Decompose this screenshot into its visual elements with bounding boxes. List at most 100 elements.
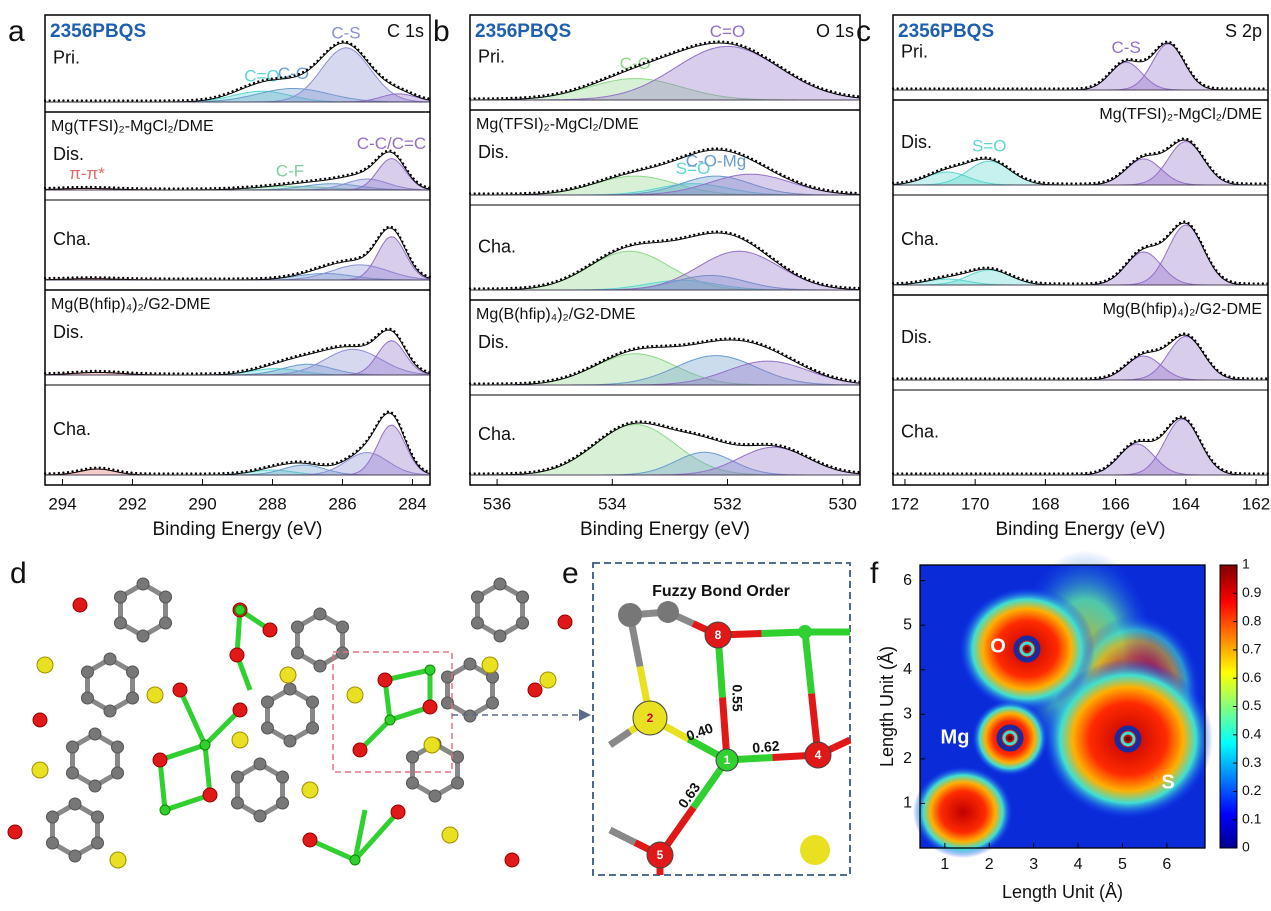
bond [160, 760, 165, 810]
carbon-atom [291, 621, 303, 633]
carbon-atom [104, 705, 116, 717]
oxygen-atom [233, 703, 247, 717]
raw-data-dots [893, 42, 1268, 89]
carbon-atom [337, 621, 349, 633]
carbon-atom [406, 777, 418, 789]
y-axis-title: Length Unit (Å) [877, 646, 897, 767]
row-label: Dis. [53, 144, 84, 164]
atom-number: 2 [647, 711, 654, 725]
x-axis-title: Binding Energy (eV) [580, 519, 750, 540]
carbon-atom [69, 850, 81, 862]
carbon-atom [46, 837, 58, 849]
carbon-atom [277, 771, 289, 783]
carbon-atom [127, 666, 139, 678]
oxygen-atom [303, 833, 317, 847]
hot-region [913, 766, 1013, 858]
sulfur-atom [800, 835, 830, 865]
carbon-atom [114, 591, 126, 603]
magnesium-atom [425, 665, 435, 675]
electrolyte-label: Mg(B(hfip)₄)₂/G2-DME [1103, 301, 1262, 318]
oxygen-atom [33, 713, 47, 727]
carbon-atom [127, 692, 139, 704]
peak-label: C-S [1112, 38, 1141, 57]
row-label: Cha. [901, 229, 939, 249]
carbon-atom [89, 780, 101, 792]
bond [205, 745, 210, 795]
carbon-atom [254, 810, 266, 822]
x-tick-label: 5 [1118, 856, 1127, 873]
carbon-atom [261, 696, 273, 708]
magnesium-atom [235, 605, 245, 615]
carbon-atom [314, 608, 326, 620]
y-tick-label: 4 [903, 661, 912, 678]
panel-label: f [870, 557, 879, 590]
carbon-atom [254, 758, 266, 770]
atom-label: O [990, 635, 1006, 657]
x-tick-label: 168 [1031, 494, 1059, 513]
electrolyte-label: Mg(TFSI)₂-MgCl₂/DME [1099, 106, 1262, 123]
nucleus [1008, 736, 1013, 741]
carbon-atom [471, 617, 483, 629]
row-label: Cha. [478, 424, 516, 444]
colorbar-tick-label: 0.1 [1242, 810, 1262, 826]
peak-label: S=O [972, 137, 1007, 156]
carbon-atom [314, 660, 326, 672]
bond-order: 0.62 [752, 738, 781, 756]
row-label: Cha. [901, 421, 939, 441]
molecule-structure [8, 578, 588, 868]
x-tick-label: 290 [188, 494, 216, 513]
carbon-atom [66, 741, 78, 753]
peak-label: C=O [244, 67, 279, 86]
x-tick-label: 1 [940, 856, 949, 873]
colorbar-tick-label: 0.8 [1242, 612, 1262, 628]
oxygen-atom [173, 683, 187, 697]
x-tick-label: 4 [1074, 856, 1083, 873]
y-tick-label: 5 [903, 616, 912, 633]
carbon-atom [231, 797, 243, 809]
colorbar-tick-label: 0.2 [1242, 782, 1262, 798]
row-label: Pri. [53, 47, 80, 67]
ring-bond [297, 614, 342, 666]
carbon-atom [112, 741, 124, 753]
colorbar-tick-label: 0.4 [1242, 726, 1262, 742]
x-tick-label: 286 [328, 494, 356, 513]
x-tick-label: 534 [598, 494, 626, 513]
electrolyte-label: Mg(B(hfip)₄)₂/G2-DME [51, 296, 210, 313]
magnesium-atom [200, 740, 210, 750]
carbon-atom [284, 735, 296, 747]
panel-label: b [433, 15, 450, 48]
colorbar-tick-label: 0.9 [1242, 584, 1262, 600]
bond [180, 690, 205, 745]
y-tick-label: 1 [903, 795, 912, 812]
carbon-atom [81, 692, 93, 704]
sample-tag: 2356PBQS [50, 21, 146, 42]
x-tick-label: 284 [398, 494, 426, 513]
sulfur-atom [32, 762, 48, 778]
carbon-atom [261, 722, 273, 734]
figure: Fuzzy Bond Order124580.550.400.620.63 aC… [0, 0, 1271, 906]
carbon-atom [494, 578, 506, 590]
panel-label: a [8, 15, 25, 48]
nucleus [1025, 647, 1030, 652]
bond-order: 0.55 [729, 684, 745, 711]
x-axis-title: Binding Energy (eV) [152, 519, 322, 540]
colorbar-tick-label: 1 [1242, 556, 1250, 572]
sulfur-atom [424, 737, 440, 753]
carbon-atom [337, 647, 349, 659]
atom-number: 4 [815, 748, 822, 762]
colorbar-tick-label: 0.3 [1242, 754, 1262, 770]
sulfur-atom [540, 672, 556, 688]
electrolyte-label: Mg(B(hfip)₄)₂/G2-DME [476, 306, 635, 323]
x-axis-title: Binding Energy (eV) [995, 519, 1165, 540]
density-map [913, 550, 1213, 858]
magnesium-atom [160, 805, 170, 815]
row-label: Dis. [53, 322, 84, 342]
sulfur-atom [110, 852, 126, 868]
x-tick-label: 532 [713, 494, 741, 513]
core-level: C 1s [387, 21, 424, 41]
sample-tag: 2356PBQS [475, 21, 571, 42]
plot-frame [893, 15, 1268, 485]
bond [610, 732, 630, 746]
y-tick-label: 3 [903, 706, 912, 723]
row-label: Pri. [478, 46, 505, 66]
